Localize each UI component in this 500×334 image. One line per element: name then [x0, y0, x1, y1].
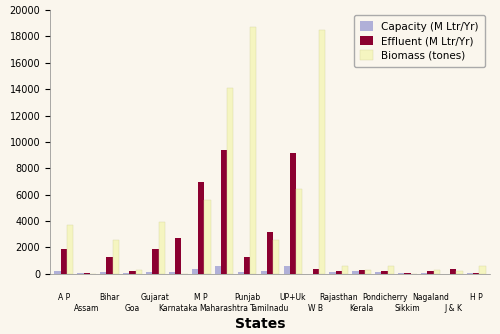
- Text: H P: H P: [470, 293, 482, 302]
- Bar: [312, 269, 319, 274]
- Bar: [100, 272, 106, 274]
- Bar: [456, 271, 462, 274]
- Bar: [84, 273, 90, 274]
- Bar: [365, 270, 371, 274]
- Text: M P: M P: [194, 293, 208, 302]
- Bar: [290, 153, 296, 274]
- Bar: [336, 271, 342, 274]
- Text: Punjab: Punjab: [234, 293, 260, 302]
- Bar: [175, 237, 182, 274]
- Bar: [260, 271, 267, 274]
- Bar: [376, 272, 382, 274]
- Text: A P: A P: [58, 293, 70, 302]
- Bar: [136, 270, 142, 274]
- Bar: [54, 271, 60, 274]
- Bar: [296, 189, 302, 274]
- Bar: [473, 273, 480, 274]
- Bar: [480, 266, 486, 274]
- Text: States: States: [235, 317, 285, 331]
- Text: Bihar: Bihar: [100, 293, 119, 302]
- Bar: [152, 249, 158, 274]
- Bar: [106, 257, 112, 274]
- Bar: [358, 270, 365, 274]
- Bar: [319, 30, 325, 274]
- Bar: [204, 200, 210, 274]
- Bar: [330, 272, 336, 274]
- Text: Maharashtra: Maharashtra: [200, 304, 248, 313]
- Bar: [123, 273, 130, 274]
- Bar: [221, 150, 228, 274]
- Bar: [112, 239, 119, 274]
- Legend: Capacity (M Ltr/Yr), Effluent (M Ltr/Yr), Biomass (tones): Capacity (M Ltr/Yr), Effluent (M Ltr/Yr)…: [354, 15, 485, 67]
- Bar: [284, 266, 290, 274]
- Bar: [404, 273, 410, 274]
- Text: Sikkim: Sikkim: [394, 304, 420, 313]
- Bar: [352, 271, 358, 274]
- Text: Tamilnadu: Tamilnadu: [250, 304, 290, 313]
- Text: J & K: J & K: [444, 304, 462, 313]
- Bar: [215, 266, 221, 274]
- Bar: [228, 88, 234, 274]
- Bar: [382, 271, 388, 274]
- Bar: [267, 232, 273, 274]
- Text: Assam: Assam: [74, 304, 100, 313]
- Bar: [67, 225, 73, 274]
- Bar: [238, 272, 244, 274]
- Text: Pondicherry: Pondicherry: [362, 293, 408, 302]
- Bar: [250, 27, 256, 274]
- Text: Kerala: Kerala: [350, 304, 374, 313]
- Text: Goa: Goa: [125, 304, 140, 313]
- Text: Gujarat: Gujarat: [141, 293, 170, 302]
- Text: UP+Uk: UP+Uk: [280, 293, 306, 302]
- Bar: [428, 271, 434, 274]
- Bar: [244, 257, 250, 274]
- Text: Karnataka: Karnataka: [158, 304, 198, 313]
- Bar: [342, 266, 348, 274]
- Text: Rajasthan: Rajasthan: [320, 293, 358, 302]
- Bar: [192, 269, 198, 274]
- Bar: [388, 266, 394, 274]
- Bar: [467, 273, 473, 274]
- Bar: [158, 222, 164, 274]
- Bar: [434, 270, 440, 274]
- Bar: [273, 239, 280, 274]
- Bar: [60, 249, 67, 274]
- Bar: [130, 271, 136, 274]
- Text: W B: W B: [308, 304, 324, 313]
- Text: Nagaland: Nagaland: [412, 293, 449, 302]
- Bar: [421, 273, 428, 274]
- Bar: [198, 182, 204, 274]
- Y-axis label: values: values: [0, 122, 4, 162]
- Bar: [450, 269, 456, 274]
- Bar: [146, 272, 152, 274]
- Bar: [169, 272, 175, 274]
- Bar: [398, 273, 404, 274]
